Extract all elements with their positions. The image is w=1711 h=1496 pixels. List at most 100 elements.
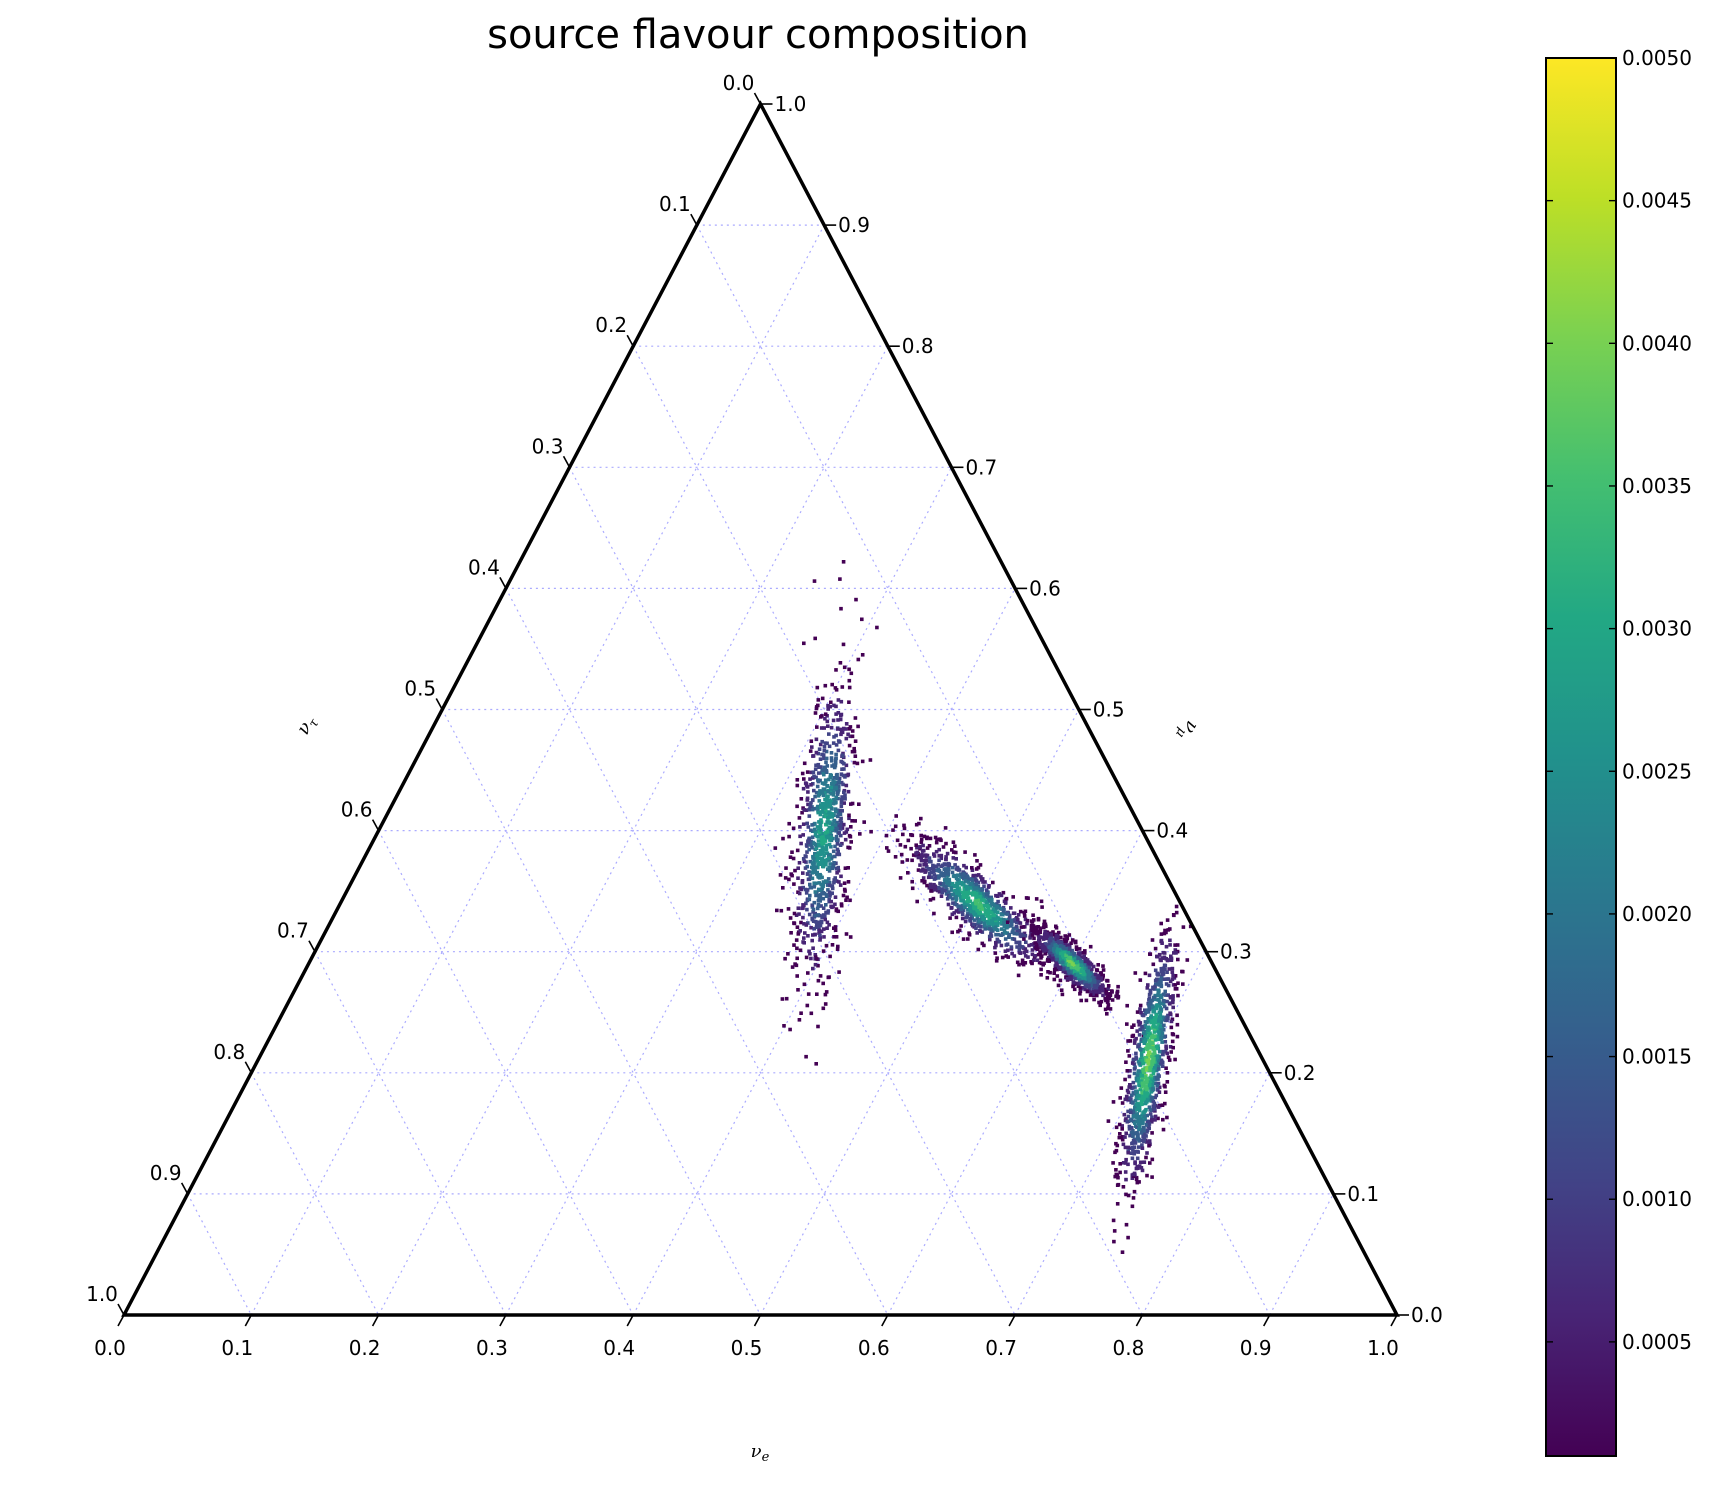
density-point [1135, 1180, 1140, 1185]
density-point [813, 821, 817, 826]
density-point [1153, 1118, 1157, 1122]
density-point [1115, 1183, 1120, 1187]
density-point [1144, 1094, 1149, 1098]
density-point [1031, 924, 1036, 928]
density-point [809, 828, 813, 833]
density-point [1101, 964, 1105, 968]
density-point [899, 852, 904, 857]
density-point [1079, 961, 1084, 965]
density-point [832, 819, 836, 824]
density-point [825, 719, 830, 724]
density-point [823, 1002, 828, 1006]
density-point [1079, 998, 1083, 1003]
density-point [817, 799, 822, 803]
density-point [1136, 1094, 1141, 1098]
density-point [794, 913, 799, 917]
density-point [919, 837, 924, 842]
density-point [989, 931, 993, 936]
density-point [1083, 977, 1088, 982]
density-point [1095, 968, 1100, 973]
density-point [1079, 980, 1084, 985]
density-point [799, 1011, 803, 1015]
density-point [982, 884, 986, 888]
density-point [1135, 1112, 1139, 1116]
density-point [853, 754, 858, 758]
density-point [1147, 1093, 1152, 1097]
density-point [811, 907, 816, 912]
density-point [1080, 955, 1085, 959]
density-point [1061, 953, 1065, 957]
density-point [948, 916, 952, 920]
density-point [1163, 1101, 1167, 1106]
density-point [1047, 947, 1052, 952]
density-point [1140, 1115, 1145, 1120]
density-point [1002, 908, 1006, 912]
density-point [836, 711, 841, 715]
density-point [1133, 1121, 1137, 1125]
density-point [1138, 978, 1143, 982]
density-point [833, 876, 837, 880]
density-point [834, 834, 839, 839]
density-point [858, 832, 862, 836]
density-point [835, 847, 840, 852]
density-point [895, 838, 900, 843]
density-point [1026, 955, 1030, 959]
density-point [1129, 1110, 1133, 1115]
density-point [1086, 976, 1090, 980]
density-point [942, 871, 947, 876]
density-point [809, 770, 814, 775]
density-point [945, 897, 950, 901]
density-point [1018, 909, 1023, 914]
density-point [802, 641, 806, 646]
density-point [818, 805, 823, 810]
density-point [1139, 1037, 1144, 1042]
density-point [849, 671, 854, 676]
density-point [1034, 897, 1039, 901]
density-point [835, 790, 840, 794]
grid-line-e [759, 709, 1080, 1316]
density-point [1033, 954, 1038, 958]
density-point [977, 924, 981, 928]
density-point [835, 727, 840, 731]
density-point [1023, 917, 1028, 922]
density-point [1120, 1137, 1125, 1142]
density-point [843, 866, 848, 870]
density-point [1141, 1083, 1146, 1088]
density-point [1055, 957, 1060, 962]
density-point [784, 866, 788, 870]
density-point [986, 913, 990, 918]
density-point [801, 871, 805, 875]
density-point [810, 829, 815, 833]
density-point [1147, 1033, 1152, 1038]
density-point [826, 856, 831, 861]
density-point [1169, 1025, 1174, 1030]
density-point [1151, 1104, 1156, 1108]
density-point [1153, 1081, 1158, 1086]
density-point [825, 797, 829, 802]
density-point [807, 912, 812, 917]
density-point [1153, 1066, 1157, 1070]
density-point [1152, 1051, 1157, 1055]
density-point [835, 947, 840, 951]
density-point [828, 883, 832, 888]
bottom-tick [499, 1314, 507, 1327]
density-point [1150, 998, 1154, 1003]
density-point [964, 887, 969, 891]
density-point [847, 667, 851, 672]
density-point [1066, 969, 1071, 973]
density-point [989, 901, 994, 905]
density-point [970, 882, 975, 886]
density-point [1065, 976, 1070, 981]
density-point [1126, 1150, 1130, 1155]
density-point [1151, 1067, 1156, 1072]
density-point [812, 788, 816, 793]
density-point [811, 919, 816, 923]
density-point [798, 825, 802, 829]
density-point [929, 889, 933, 893]
density-point [966, 937, 970, 941]
density-point [914, 851, 918, 855]
density-point [837, 852, 842, 857]
density-point [1078, 953, 1082, 958]
density-point [1110, 990, 1114, 994]
density-point [1063, 970, 1068, 975]
